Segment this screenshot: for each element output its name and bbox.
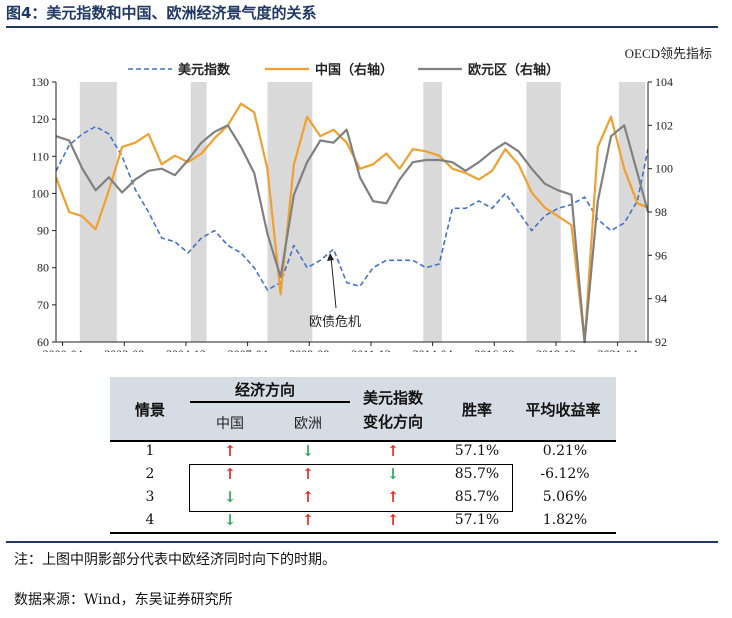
header-bottom-rule [110,440,616,442]
series-line-usd [55,125,649,291]
row-win-rate: 57.1% [454,443,500,459]
right-axis-title: OECD领先指标 [625,46,712,61]
row-id: 3 [145,489,155,505]
right-tick-label: 100 [655,162,673,176]
header-scenario: 情景 [134,401,165,419]
row-avg-return: -6.12% [540,466,590,482]
left-tick-label: 130 [31,75,49,89]
title-rule [6,26,718,28]
x-tick-label: 2021-04 [598,347,638,352]
arrow-china-down: ↓ [223,488,237,506]
arrow-china-down: ↓ [223,511,237,529]
x-tick-label: 2014-04 [413,347,453,352]
left-tick-label: 100 [31,186,49,200]
scenario-table: 情景 经济方向 中国 欧洲 美元指数 变化方向 胜率 平均收益率 1 57.1% 0… [110,377,616,534]
right-tick-label: 104 [655,75,673,89]
arrow-usd-up: ↑ [386,511,400,529]
shade-6 [618,82,646,342]
table-bottom-rule [110,532,616,534]
right-tick-label: 92 [655,335,667,349]
x-tick-label: 2016-08 [474,347,514,352]
row-avg-return: 0.21% [542,443,588,459]
arrow-usd-up: ↑ [386,442,400,460]
x-tick-label: 2002-08 [104,347,144,352]
shade-5 [526,82,561,342]
series-line-euro [55,124,650,344]
left-tick-label: 90 [37,224,49,238]
chart-axes: 60 70 80 90 100 110 120 130 92 94 96 98 100 102 104 200… [31,75,673,352]
annotation-arrow [330,256,337,309]
arrow-europe-up: ↑ [301,488,315,506]
x-tick-label: 2000-04 [43,347,83,352]
row-win-rate: 85.7% [454,489,500,505]
arrow-china-up: ↑ [223,465,237,483]
row-id: 1 [145,443,155,459]
figure-title: 图4：美元指数和中国、欧洲经济景气度的关系 [6,4,317,22]
row-win-rate: 57.1% [454,512,500,528]
arrow-europe-up: ↑ [301,511,315,529]
table-header-bg [110,377,616,442]
x-tick-label: 2007-04 [228,347,268,352]
shaded-periods [79,82,646,342]
header-econ-underline [190,401,350,403]
x-tick-label: 2018-12 [536,347,576,352]
row-id: 2 [145,466,155,482]
shade-4 [423,82,442,342]
figure-note: 注：上图中阴影部分代表中欧经济同时向下的时期。 [14,552,336,568]
legend-label-usd: 美元指数 [178,62,231,78]
figure-source: 数据来源：Wind，东吴证券研究所 [14,592,233,608]
right-tick-label: 96 [655,248,667,262]
arrow-usd-up: ↑ [386,488,400,506]
annotation-arrowhead [327,253,334,261]
subheader-europe: 欧洲 [294,416,322,432]
left-tick-label: 70 [37,298,49,312]
chart-legend: 美元指数 中国（右轴） 欧元区（右轴） [128,62,559,78]
x-tick-label: 2004-12 [166,347,206,352]
series-lines [54,102,650,344]
arrow-usd-down: ↓ [386,465,400,483]
highlight-box [189,464,513,512]
shade-2 [190,82,207,342]
legend-label-euro: 欧元区（右轴） [468,62,559,78]
x-tick-label: 2009-08 [289,347,329,352]
row-avg-return: 1.82% [542,512,588,528]
legend-label-china: 中国（右轴） [315,62,393,78]
right-tick-label: 98 [655,205,667,219]
left-tick-label: 120 [31,112,49,126]
arrow-europe-up: ↑ [301,465,315,483]
right-tick-label: 94 [655,292,667,306]
bottom-rule [6,541,718,543]
x-tick-label: 2011-12 [351,347,391,352]
arrow-europe-down: ↓ [301,442,315,460]
subheader-china: 中国 [216,416,244,432]
row-win-rate: 85.7% [454,466,500,482]
row-avg-return: 5.06% [542,489,588,505]
left-tick-label: 80 [37,261,49,275]
left-tick-label: 110 [31,149,49,163]
header-win-rate: 胜率 [461,401,492,419]
row-id: 4 [145,512,155,528]
annotation-label: 欧债危机 [309,315,361,330]
header-usd-line1: 美元指数 [362,389,423,407]
left-tick-label: 60 [37,335,49,349]
header-usd-line2: 变化方向 [362,413,423,431]
arrow-china-up: ↑ [223,442,237,460]
line-chart: 60 70 80 90 100 110 120 130 92 94 96 98 100 102 104 200… [31,46,712,352]
right-tick-label: 102 [655,118,673,132]
header-avg-return: 平均收益率 [525,401,601,419]
header-econ-direction: 经济方向 [234,381,295,399]
shade-1 [79,82,117,342]
